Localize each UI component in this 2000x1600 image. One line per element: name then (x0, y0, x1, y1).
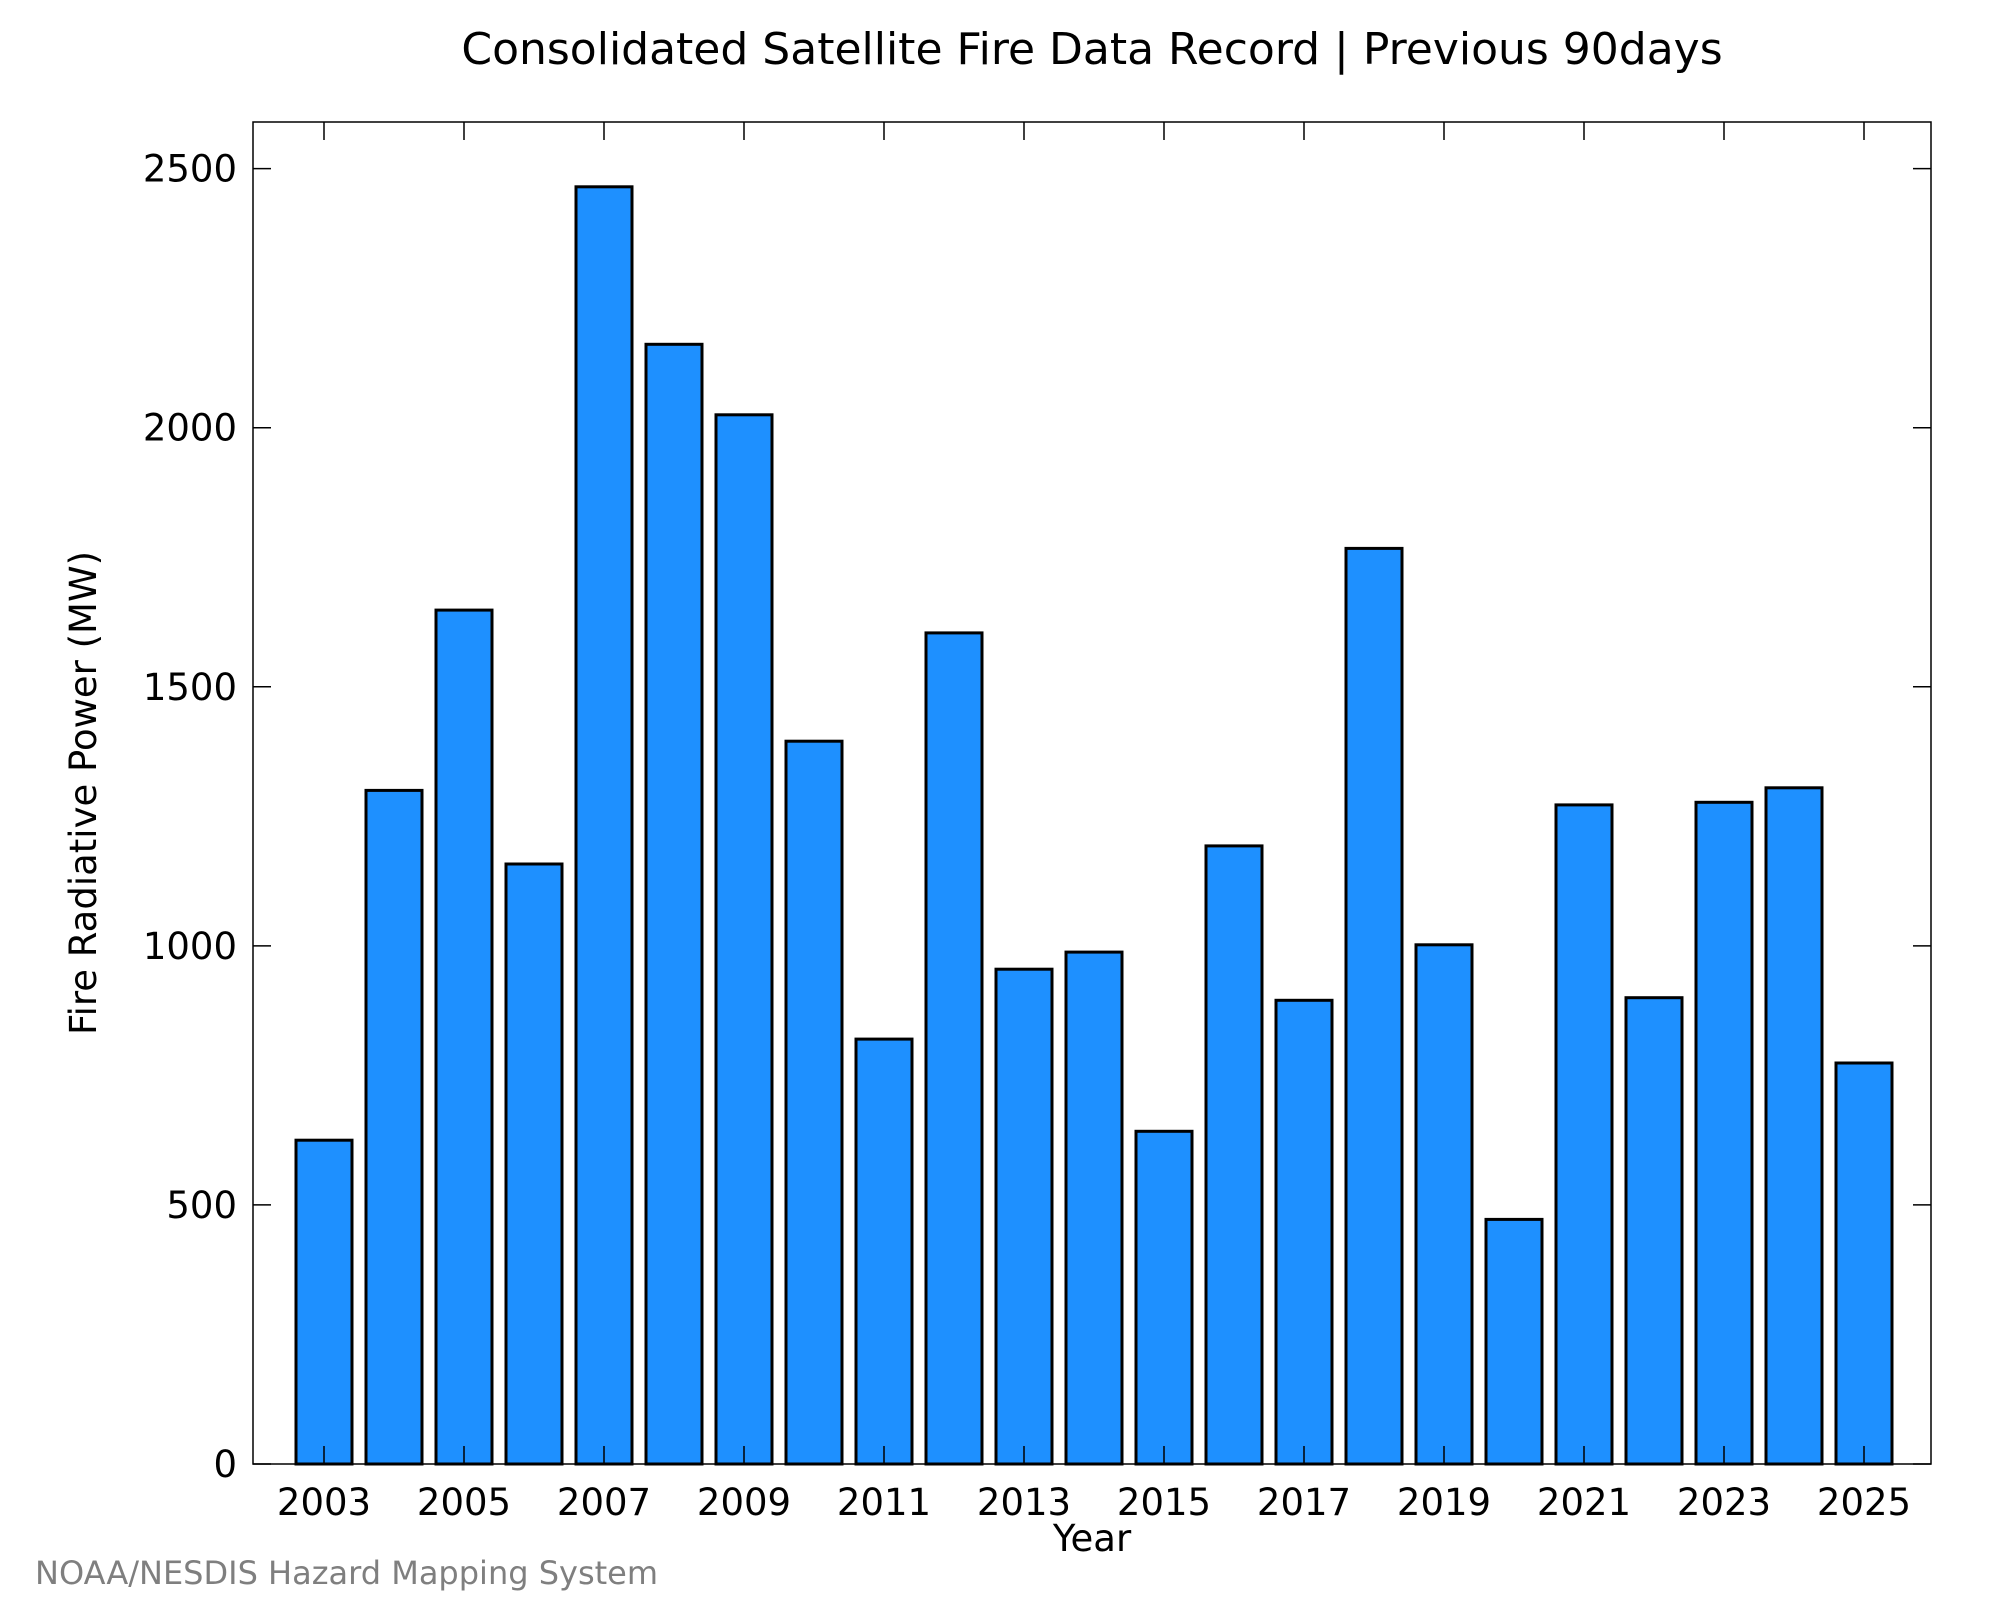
credit-text: NOAA/NESDIS Hazard Mapping System (35, 1554, 658, 1592)
bar-2022 (1624, 996, 1684, 1466)
bar-2005 (434, 608, 494, 1466)
bar-2004 (364, 788, 424, 1466)
x-tick-label: 2005 (417, 1481, 511, 1524)
x-tick-label: 2009 (697, 1481, 791, 1524)
bar-2017 (1274, 998, 1334, 1466)
x-tick-label: 2017 (1257, 1481, 1351, 1524)
bar-2011 (854, 1037, 914, 1466)
bar-2003 (294, 1138, 354, 1466)
x-tick-label: 2015 (1117, 1481, 1211, 1524)
y-tick-label: 1000 (143, 925, 237, 968)
x-tick-label: 2007 (557, 1481, 651, 1524)
bar-2023 (1694, 800, 1754, 1466)
y-tick-label: 2500 (143, 148, 237, 191)
bar-2024 (1764, 786, 1824, 1466)
x-tick-label: 2019 (1397, 1481, 1491, 1524)
bar-2018 (1344, 546, 1404, 1466)
bar-2007 (574, 185, 634, 1466)
bar-2010 (784, 739, 844, 1466)
bar-2012 (924, 631, 984, 1466)
bar-2015 (1134, 1129, 1194, 1466)
x-tick-label: 2003 (277, 1481, 371, 1524)
y-tick-label: 0 (213, 1443, 237, 1486)
y-tick-label: 500 (166, 1184, 237, 1227)
bar-2009 (714, 413, 774, 1466)
x-tick-label: 2021 (1537, 1481, 1631, 1524)
bar-2006 (504, 862, 564, 1466)
bar-2013 (994, 967, 1054, 1466)
bar-2014 (1064, 950, 1124, 1466)
y-axis-label: Fire Radiative Power (MW) (62, 551, 105, 1035)
labels-layer: 0 500 1000 1500 2000 2500 2003 2005 2007 2009 2011… (143, 148, 1911, 1524)
y-tick-label: 1500 (143, 666, 237, 709)
x-tick-label: 2023 (1677, 1481, 1771, 1524)
bar-2016 (1204, 844, 1264, 1466)
x-tick-label: 2011 (837, 1481, 931, 1524)
bar-2008 (644, 342, 704, 1466)
bars-layer (294, 185, 1894, 1466)
x-tick-label: 2013 (977, 1481, 1071, 1524)
plot-frame (252, 121, 1932, 1465)
bar-2019 (1414, 943, 1474, 1466)
bar-2025 (1834, 1061, 1894, 1466)
bar-2020 (1484, 1217, 1544, 1466)
x-axis-label: Year (1052, 1517, 1132, 1560)
bar-2021 (1554, 803, 1614, 1466)
y-tick-label: 2000 (143, 407, 237, 450)
x-tick-label: 2025 (1817, 1481, 1911, 1524)
chart-title: Consolidated Satellite Fire Data Record … (461, 24, 1722, 75)
